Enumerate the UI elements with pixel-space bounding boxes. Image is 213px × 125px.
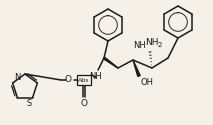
Text: 2: 2 (158, 42, 162, 48)
Text: O: O (81, 99, 88, 108)
Polygon shape (104, 57, 118, 68)
Text: N: N (14, 73, 20, 82)
Text: OH: OH (141, 78, 154, 87)
Text: O: O (65, 76, 72, 84)
Text: NH: NH (133, 41, 146, 50)
Text: NH: NH (145, 38, 159, 47)
FancyBboxPatch shape (77, 75, 91, 85)
Polygon shape (133, 60, 140, 76)
Text: S: S (26, 98, 32, 108)
Text: NH: NH (90, 72, 102, 81)
Text: Abs: Abs (78, 78, 90, 82)
